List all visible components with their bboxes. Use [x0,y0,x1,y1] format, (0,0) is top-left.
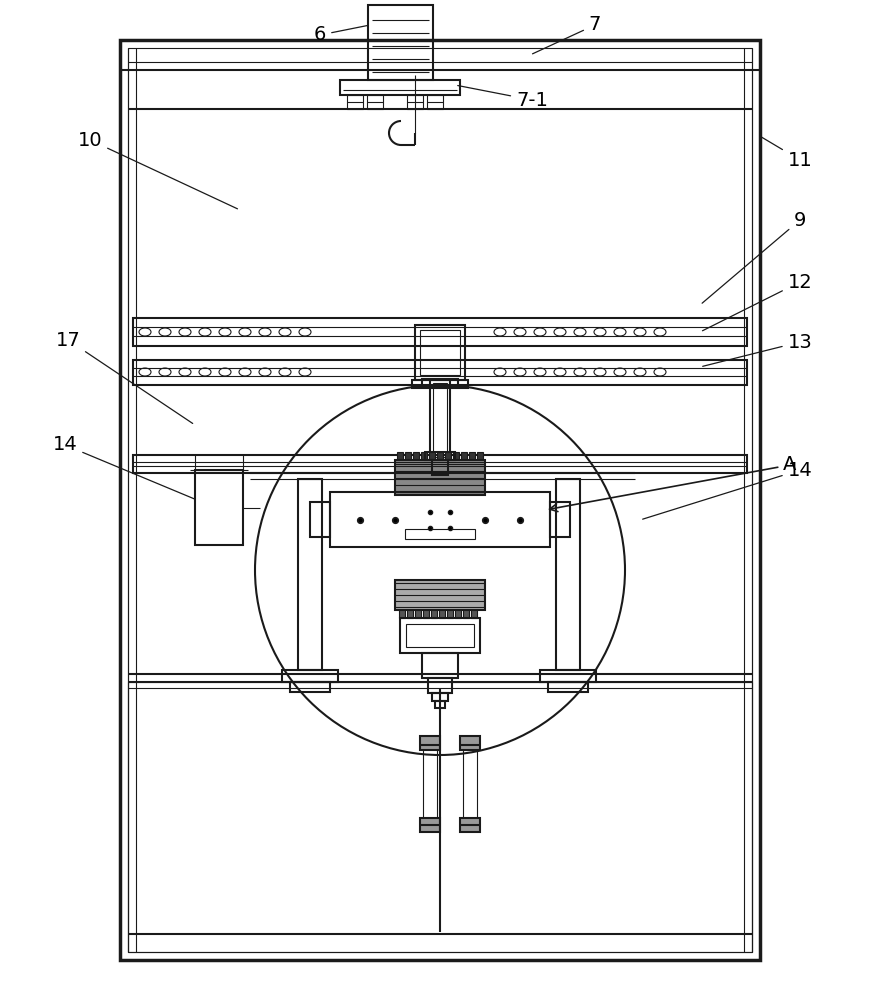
Bar [133,455,747,473]
Bar [420,330,460,375]
Bar [432,693,448,701]
Bar [447,610,453,618]
Bar [368,5,433,80]
Bar [420,818,440,832]
Bar [477,452,483,460]
Bar [422,653,458,678]
Text: 17: 17 [55,330,193,423]
Text: 9: 9 [702,211,806,303]
Bar [550,502,570,537]
Bar [437,452,443,460]
Bar [422,379,458,387]
Bar [460,736,480,750]
Bar [463,745,477,825]
Bar [400,618,480,653]
Bar [330,492,550,547]
Text: 6: 6 [314,25,367,44]
Text: 10: 10 [78,130,237,209]
Bar [407,610,413,618]
Bar [435,701,445,708]
Bar [556,479,580,670]
Bar [347,95,363,109]
Bar [433,383,447,457]
Bar [399,610,405,618]
Text: 14: 14 [643,460,812,519]
Bar [420,736,440,750]
Bar [397,452,403,460]
Bar [310,502,330,537]
Text: A: A [549,456,796,512]
Bar [471,610,477,618]
Bar [412,380,468,388]
Bar [413,452,419,460]
Text: 7-1: 7-1 [458,86,548,109]
Bar [425,452,455,460]
Bar [548,682,588,692]
Bar [133,360,747,385]
Bar [407,95,423,109]
Bar [439,610,445,618]
Bar [367,95,383,109]
Bar [290,682,330,692]
Bar [432,460,448,475]
Bar [453,452,459,460]
Text: 13: 13 [703,332,812,366]
Bar [395,580,485,610]
Bar [120,40,760,960]
Bar [423,745,437,825]
Text: 12: 12 [703,272,812,331]
Bar [429,452,435,460]
Bar [405,452,411,460]
Text: 11: 11 [760,136,812,169]
Bar [469,452,475,460]
Bar [128,48,752,952]
Bar [460,818,480,832]
Bar [445,452,451,460]
Bar [133,318,747,346]
Bar [461,452,467,460]
Bar [282,670,338,682]
Text: 7: 7 [533,15,601,54]
Text: 14: 14 [53,436,194,499]
Bar [427,95,443,109]
Bar [128,682,752,952]
Bar [405,529,475,539]
Bar [430,380,450,460]
Bar [415,610,421,618]
Bar [463,610,469,618]
Bar [340,80,460,95]
Bar [428,678,452,693]
Bar [421,452,427,460]
Bar [431,610,437,618]
Bar [298,479,322,670]
Bar [540,670,596,682]
Bar [455,610,461,618]
Bar [395,460,485,495]
Bar [423,610,429,618]
Bar [415,325,465,380]
Bar [406,624,474,647]
Bar [195,470,243,545]
